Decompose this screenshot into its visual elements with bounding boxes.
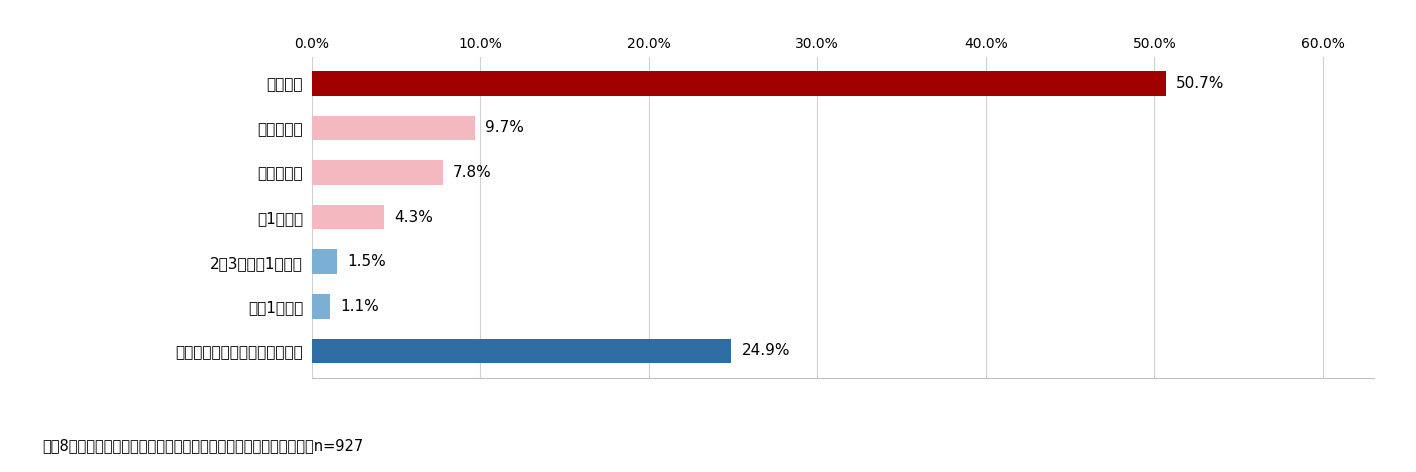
Text: 24.9%: 24.9% bbox=[742, 343, 790, 358]
Bar bbox=[312, 116, 474, 140]
Text: 1.5%: 1.5% bbox=[347, 254, 385, 269]
Bar bbox=[312, 160, 443, 185]
Text: 50.7%: 50.7% bbox=[1177, 76, 1225, 91]
Text: 4.3%: 4.3% bbox=[394, 210, 433, 225]
Text: 9.7%: 9.7% bbox=[486, 120, 524, 135]
Bar bbox=[312, 338, 731, 363]
Bar bbox=[312, 205, 384, 229]
Bar bbox=[312, 249, 337, 274]
Text: 1.1%: 1.1% bbox=[340, 299, 379, 314]
Bar bbox=[312, 71, 1167, 96]
Bar bbox=[312, 294, 330, 319]
Text: 7.8%: 7.8% bbox=[453, 165, 491, 180]
Text: ＜図8：夏の就寝時に、エアコンを朝までつけっぱなしで寝る頻度＞n=927: ＜図8：夏の就寝時に、エアコンを朝までつけっぱなしで寝る頻度＞n=927 bbox=[42, 438, 364, 453]
